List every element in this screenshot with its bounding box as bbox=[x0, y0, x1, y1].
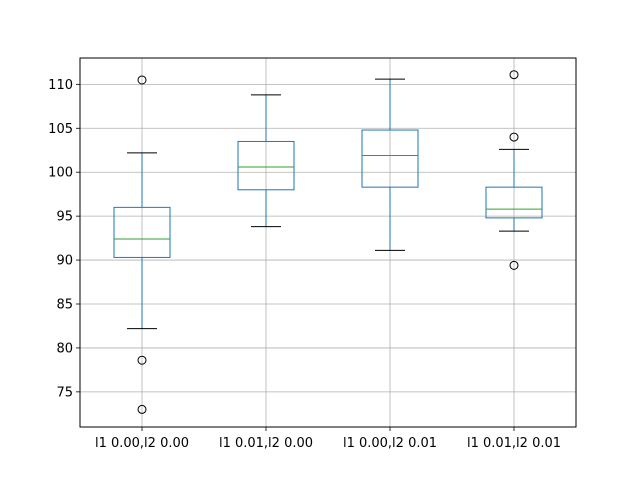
y-tick-label: 100 bbox=[48, 166, 73, 181]
x-tick-label: l1 0.00,l2 0.01 bbox=[343, 436, 437, 451]
y-tick-label: 85 bbox=[56, 298, 73, 313]
y-tick-label: 75 bbox=[56, 385, 73, 400]
y-tick-label: 80 bbox=[56, 341, 73, 356]
x-tick-label: l1 0.00,l2 0.00 bbox=[95, 436, 189, 451]
x-tick-label: l1 0.01,l2 0.01 bbox=[467, 436, 561, 451]
box-iqr bbox=[361, 129, 419, 188]
box-group bbox=[113, 75, 171, 414]
axis-layer: 75 80 85 90 95 100 105 110 l1 0.00,l2 0.00 l1 0.0… bbox=[48, 78, 561, 451]
y-tick-label: 105 bbox=[48, 122, 73, 137]
outlier-point bbox=[137, 404, 147, 414]
outlier-point bbox=[137, 355, 147, 365]
box-group bbox=[485, 70, 543, 270]
box-iqr bbox=[237, 140, 295, 191]
x-tick-label: l1 0.01,l2 0.00 bbox=[219, 436, 313, 451]
box-layer bbox=[113, 70, 543, 414]
y-tick-label: 90 bbox=[56, 254, 73, 269]
outlier-point bbox=[509, 132, 519, 142]
plot-frame bbox=[79, 57, 577, 428]
y-tick-label: 95 bbox=[56, 210, 73, 225]
box-iqr bbox=[485, 186, 543, 219]
outlier-point bbox=[509, 70, 519, 80]
box-group bbox=[361, 78, 419, 251]
y-tick-label: 110 bbox=[48, 78, 73, 93]
box-iqr bbox=[113, 206, 171, 258]
box-group bbox=[237, 94, 295, 228]
outlier-point bbox=[137, 75, 147, 85]
outlier-point bbox=[509, 260, 519, 270]
